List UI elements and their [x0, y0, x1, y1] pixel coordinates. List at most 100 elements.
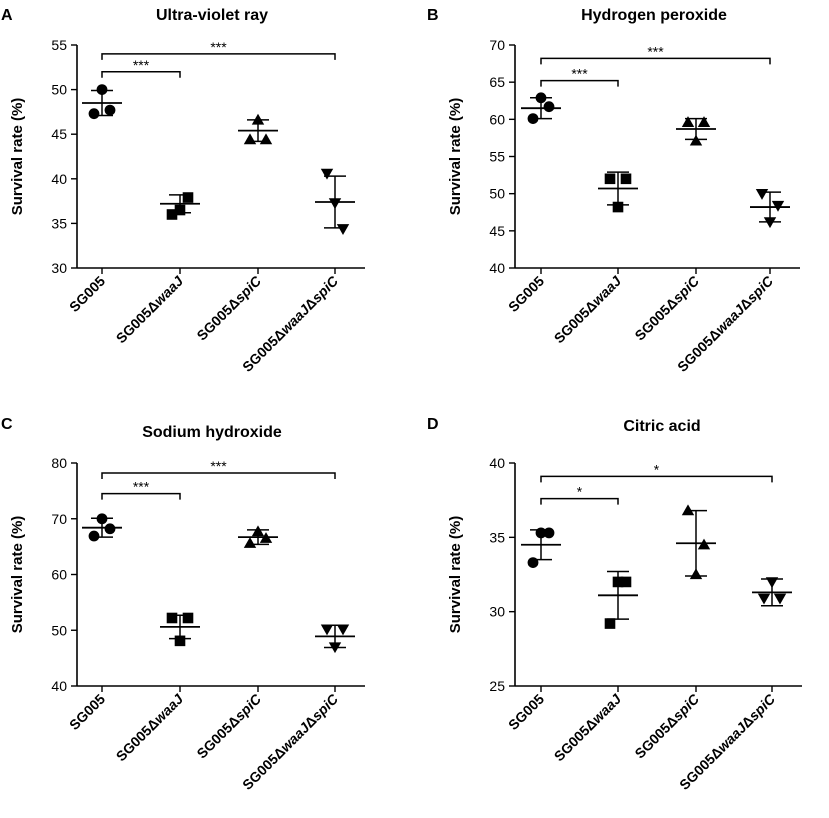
x-tick-label: SG005ΔspiC: [193, 690, 264, 761]
data-point: [321, 169, 333, 180]
data-point: [621, 577, 632, 588]
y-tick-label: 70: [51, 511, 67, 527]
data-point: [252, 525, 264, 536]
data-point: [337, 224, 349, 235]
y-axis-label: Survival rate (%): [447, 516, 464, 634]
group-2: [598, 572, 638, 629]
group-1: [82, 513, 122, 541]
group-1: [82, 84, 122, 119]
data-point: [337, 624, 349, 635]
data-point: [690, 568, 702, 579]
group-3: [676, 504, 716, 579]
group-4: [315, 169, 355, 235]
y-axis-label: Survival rate (%): [9, 98, 26, 216]
y-tick-label: 40: [489, 455, 505, 471]
y-tick-label: 40: [51, 171, 67, 187]
data-point: [528, 557, 539, 568]
y-axis-label: Survival rate (%): [9, 516, 26, 634]
x-tick-label: SG005: [505, 273, 547, 315]
significance-label: ***: [133, 57, 150, 73]
panel-b: BHydrogen peroxideSurvival rate (%)40455…: [427, 7, 800, 375]
y-tick-label: 50: [51, 622, 67, 638]
data-point: [682, 116, 694, 127]
panel-letter: C: [1, 416, 13, 433]
data-point: [756, 189, 768, 200]
data-point: [252, 114, 264, 125]
data-point: [536, 92, 547, 103]
x-tick-label: SG005: [505, 691, 547, 733]
significance-label: ***: [133, 479, 150, 495]
data-point: [175, 205, 186, 216]
data-point: [528, 113, 539, 124]
y-tick-label: 55: [489, 149, 505, 165]
data-point: [183, 192, 194, 203]
data-point: [613, 202, 624, 213]
figure: AUltra-violet raySurvival rate (%)303540…: [0, 0, 829, 818]
y-tick-label: 60: [489, 111, 505, 127]
data-point: [758, 594, 770, 605]
group-2: [598, 172, 638, 212]
data-point: [605, 618, 616, 629]
y-tick-label: 35: [489, 529, 505, 545]
y-tick-label: 50: [51, 82, 67, 98]
y-tick-label: 50: [489, 186, 505, 202]
x-tick-label: SG005ΔwaaJ: [551, 272, 625, 346]
group-3: [238, 114, 278, 144]
group-4: [750, 189, 790, 228]
significance-bracket: *: [541, 484, 618, 505]
y-tick-label: 55: [51, 37, 67, 53]
data-point: [329, 198, 341, 209]
y-tick-label: 65: [489, 74, 505, 90]
significance-bracket: ***: [541, 43, 770, 64]
significance-bracket: ***: [541, 66, 618, 87]
y-tick-label: 45: [489, 223, 505, 239]
y-tick-label: 40: [489, 260, 505, 276]
data-point: [97, 513, 108, 524]
significance-bracket: ***: [102, 57, 180, 78]
significance-bracket: ***: [102, 458, 335, 479]
data-point: [244, 537, 256, 548]
data-point: [698, 116, 710, 127]
y-tick-label: 40: [51, 678, 67, 694]
data-point: [105, 523, 116, 534]
x-tick-label: SG005ΔspiC: [631, 272, 702, 343]
group-4: [315, 624, 355, 653]
y-tick-label: 70: [489, 37, 505, 53]
data-point: [544, 527, 555, 538]
data-point: [605, 174, 616, 185]
group-3: [238, 525, 278, 548]
data-point: [764, 217, 776, 228]
chart-title: Hydrogen peroxide: [581, 7, 727, 24]
y-tick-label: 60: [51, 567, 67, 583]
significance-label: ***: [571, 66, 588, 82]
group-2: [160, 613, 200, 646]
data-point: [682, 504, 694, 515]
chart-title: Ultra-violet ray: [156, 7, 268, 24]
panel-c: CSodium hydroxideSurvival rate (%)405060…: [1, 416, 365, 793]
y-tick-label: 25: [489, 678, 505, 694]
x-tick-label: SG005ΔwaaJ: [113, 690, 187, 764]
y-tick-label: 35: [51, 215, 67, 231]
data-point: [621, 174, 632, 185]
significance-label: ***: [647, 43, 664, 59]
y-tick-label: 30: [51, 260, 67, 276]
x-tick-label: SG005ΔwaaJ: [551, 690, 625, 764]
y-tick-label: 30: [489, 604, 505, 620]
x-tick-label: SG005ΔspiC: [193, 272, 264, 343]
significance-label: *: [654, 461, 660, 477]
data-point: [175, 636, 186, 647]
data-point: [167, 613, 178, 624]
group-1: [521, 92, 561, 124]
panel-a: AUltra-violet raySurvival rate (%)303540…: [1, 7, 365, 375]
significance-label: ***: [210, 39, 227, 55]
significance-label: ***: [210, 458, 227, 474]
y-tick-label: 80: [51, 455, 67, 471]
data-point: [89, 108, 100, 119]
data-point: [244, 133, 256, 144]
significance-label: *: [577, 484, 583, 500]
y-axis-label: Survival rate (%): [447, 98, 464, 216]
chart-title: Citric acid: [623, 418, 700, 435]
group-3: [676, 116, 716, 145]
group-2: [160, 192, 200, 220]
x-tick-label: SG005ΔspiC: [631, 690, 702, 761]
